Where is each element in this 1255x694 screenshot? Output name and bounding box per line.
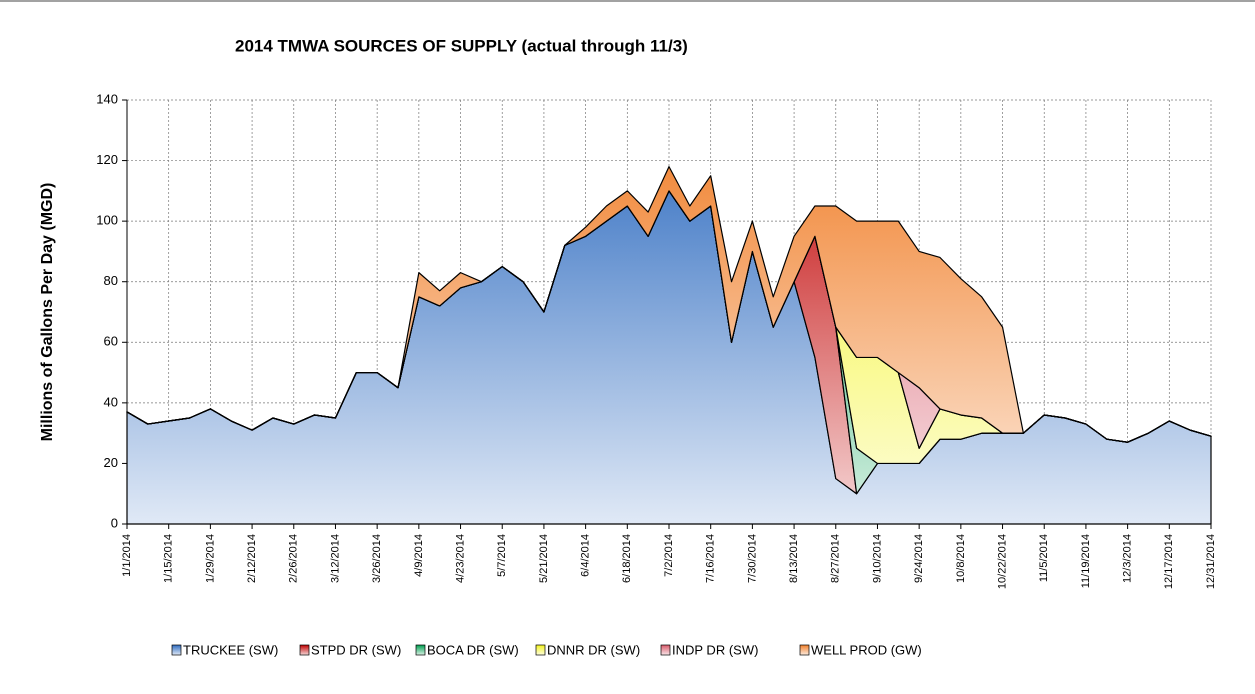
- y-tick-label: 80: [104, 273, 118, 288]
- x-tick-label: 11/5/2014: [1038, 534, 1050, 582]
- x-tick-label: 3/12/2014: [329, 534, 341, 583]
- x-tick-label: 2/26/2014: [288, 534, 300, 583]
- x-tick-label: 1/29/2014: [204, 534, 216, 583]
- legend-swatch: [171, 644, 182, 656]
- x-tick-label: 5/21/2014: [538, 534, 550, 583]
- x-tick-label: 1/1/2014: [121, 534, 133, 577]
- y-tick-label: 60: [104, 334, 118, 349]
- legend-swatch: [799, 644, 810, 656]
- y-tick-label: 140: [96, 91, 118, 106]
- x-tick-label: 3/26/2014: [371, 534, 383, 583]
- x-tick-label: 11/19/2014: [1080, 534, 1092, 588]
- legend-label: BOCA DR (SW): [427, 642, 519, 657]
- x-tick-label: 10/8/2014: [955, 534, 967, 583]
- x-tick-label: 9/10/2014: [871, 534, 883, 583]
- x-tick-label: 12/3/2014: [1122, 534, 1134, 583]
- y-axis-label: Millions of Gallons Per Day (MGD): [39, 183, 56, 442]
- area: [126, 190, 1212, 525]
- x-tick-label: 6/4/2014: [580, 534, 592, 577]
- x-tick-label: 8/27/2014: [830, 534, 842, 583]
- legend-label: INDP DR (SW): [672, 642, 758, 657]
- x-tick-label: 5/7/2014: [496, 534, 508, 577]
- x-tick-label: 12/31/2014: [1205, 534, 1217, 589]
- y-tick-label: 0: [111, 515, 118, 530]
- chart-title: 2014 TMWA SOURCES OF SUPPLY (actual thro…: [235, 36, 688, 55]
- x-tick-label: 7/16/2014: [705, 534, 717, 583]
- x-tick-label: 7/2/2014: [663, 534, 675, 577]
- x-tick-label: 7/30/2014: [746, 534, 758, 583]
- x-tick-label: 12/17/2014: [1163, 534, 1175, 589]
- legend-label: DNNR DR (SW): [547, 642, 640, 657]
- y-tick-label: 20: [104, 455, 118, 470]
- y-tick-label: 40: [104, 394, 118, 409]
- legend-label: STPD DR (SW): [311, 642, 401, 657]
- x-tick-label: 6/18/2014: [621, 534, 633, 583]
- x-tick-label: 4/23/2014: [454, 534, 466, 583]
- x-tick-label: 2/12/2014: [246, 534, 258, 583]
- x-tick-label: 9/24/2014: [913, 534, 925, 583]
- x-tick-label: 8/13/2014: [788, 534, 800, 583]
- y-tick-label: 100: [96, 213, 118, 228]
- x-tick-label: 10/22/2014: [996, 534, 1008, 589]
- legend-swatch: [660, 644, 671, 656]
- legend-label: TRUCKEE (SW): [183, 642, 278, 657]
- legend-swatch: [535, 644, 546, 656]
- x-tick-label: 4/9/2014: [413, 534, 425, 577]
- legend-label: WELL PROD (GW): [811, 642, 922, 657]
- area: [126, 166, 1212, 443]
- legend-swatch: [299, 644, 310, 656]
- legend-swatch: [415, 644, 426, 656]
- y-tick-label: 120: [96, 152, 118, 167]
- x-tick-label: 1/15/2014: [163, 534, 175, 583]
